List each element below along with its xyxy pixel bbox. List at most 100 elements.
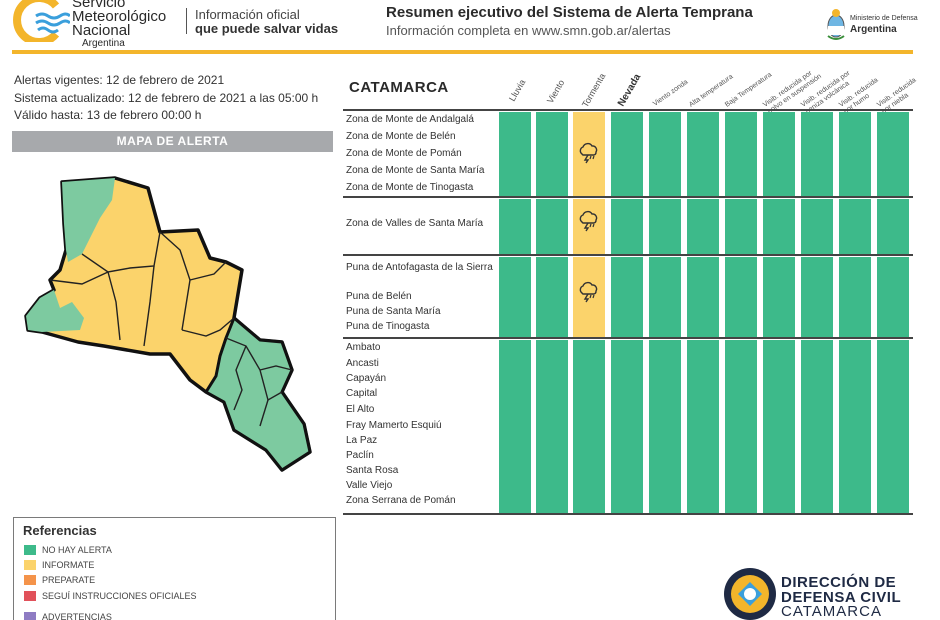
org-line4: Argentina [82, 38, 125, 49]
alert-cell [536, 199, 568, 254]
zone-row-label: Valle Viejo [346, 480, 393, 491]
zone-row-label: Ambato [346, 342, 381, 353]
zone-row-label: Zona de Monte de Santa María [346, 165, 485, 176]
map-region-green-north [62, 178, 115, 262]
alert-cell [725, 199, 757, 254]
alert-cell [763, 257, 795, 337]
table-separator [343, 196, 913, 198]
alert-cell [877, 340, 909, 513]
ref-label: ADVERTENCIAS [42, 612, 112, 620]
defensa-civil-logo-icon [724, 568, 776, 620]
alert-cell [801, 199, 833, 254]
header-accent-line [12, 50, 913, 54]
alert-cell [763, 112, 795, 196]
ministry-line1: Ministerio de Defensa [850, 15, 918, 22]
alert-cell [801, 340, 833, 513]
alert-cell [763, 340, 795, 513]
zone-row-label: Zona de Monte de Tinogasta [346, 182, 474, 193]
page-title: Resumen ejecutivo del Sistema de Alerta … [386, 4, 753, 21]
header-divider [186, 8, 187, 34]
alert-cell [877, 112, 909, 196]
alert-cell [801, 257, 833, 337]
alert-cell [649, 199, 681, 254]
ref-label: PREPARATE [42, 575, 96, 585]
ref-swatch-purple [24, 612, 36, 620]
alert-cell [611, 257, 643, 337]
zone-row-label: Capital [346, 388, 378, 399]
alert-cell [611, 340, 643, 513]
alert-cell [725, 257, 757, 337]
alert-cell [763, 199, 795, 254]
table-separator [343, 337, 913, 339]
zone-row-label: Puna de Tinogasta [346, 321, 430, 332]
col-header-lluvia: Lluvia [507, 77, 528, 103]
ref-swatch-yellow [24, 560, 36, 570]
alert-cell [649, 257, 681, 337]
ref-label: NO HAY ALERTA [42, 545, 112, 555]
alert-cell [725, 112, 757, 196]
zone-row-label: La Paz [346, 435, 378, 446]
province-title: CATAMARCA [349, 79, 449, 96]
alert-cell [499, 257, 531, 337]
map-region-green-west [26, 290, 84, 332]
zone-row-label: El Alto [346, 404, 375, 415]
col-header-viento-zonda: Viento zonda [652, 78, 690, 108]
table-separator [343, 513, 913, 515]
alert-cell [573, 257, 605, 337]
alert-cell [687, 340, 719, 513]
org-line2: Meteorológico [72, 8, 167, 25]
alert-cell [611, 112, 643, 196]
alert-cell [611, 199, 643, 254]
org-line3: Nacional [72, 22, 131, 39]
alert-cell [573, 340, 605, 513]
alert-cell [725, 340, 757, 513]
alert-cell [499, 199, 531, 254]
alert-cell [649, 340, 681, 513]
alert-cell [499, 340, 531, 513]
alert-cell [839, 199, 871, 254]
tagline-1: Información oficial [195, 7, 300, 22]
zone-row-label: Paclín [346, 450, 374, 461]
references-panel: Referencias NO HAY ALERTA INFORMATE PREP… [13, 517, 336, 620]
alert-cell [499, 112, 531, 196]
zone-row-label: Santa Rosa [346, 465, 399, 476]
map-region-green-east [204, 316, 312, 472]
ministry-logo: Ministerio de Defensa Argentina [826, 6, 926, 42]
ref-label: INFORMATE [42, 560, 95, 570]
zone-row-label: Zona Serrana de Pomán [346, 495, 456, 506]
references-title: Referencias [23, 523, 97, 538]
alert-cell [573, 199, 605, 254]
system-updated: Sistema actualizado: 12 de febrero de 20… [14, 91, 319, 105]
col-header-viento: Viento [545, 78, 567, 105]
alert-cell [536, 112, 568, 196]
footer-line1: DIRECCIÓN DE [781, 574, 897, 591]
zone-row-label: Puna de Belén [346, 291, 412, 302]
alert-cell [877, 199, 909, 254]
zone-row-label: Zona de Valles de Santa María [346, 218, 484, 229]
zone-row-label: Ancasti [346, 358, 379, 369]
map-header: MAPA DE ALERTA [12, 131, 333, 152]
zone-row-label: Zona de Monte de Pomán [346, 148, 462, 159]
footer-line3: CATAMARCA [781, 603, 882, 620]
org-name: Servicio Meteorológico Nacional Argentin… [72, 0, 166, 50]
alert-cell [536, 257, 568, 337]
page-header: Servicio Meteorológico Nacional Argentin… [0, 0, 940, 52]
ministry-line2: Argentina [850, 24, 897, 35]
coat-of-arms-icon [827, 9, 845, 40]
alert-cell [687, 257, 719, 337]
smn-logo-icon [13, 0, 70, 42]
zone-row-label: Zona de Monte de Andalgalá [346, 114, 474, 125]
alert-cell [839, 340, 871, 513]
storm-icon [579, 210, 598, 232]
storm-icon [579, 281, 598, 303]
alert-cell [839, 257, 871, 337]
alert-cell [536, 340, 568, 513]
alert-cell [877, 257, 909, 337]
zone-row-label: Fray Mamerto Esquiú [346, 420, 442, 431]
ref-swatch-orange [24, 575, 36, 585]
alert-cell [573, 112, 605, 196]
org-line1: Servicio [72, 0, 126, 11]
valid-until: Válido hasta: 13 de febrero 00:00 h [14, 108, 202, 122]
alert-cell [649, 112, 681, 196]
table-separator [343, 254, 913, 256]
